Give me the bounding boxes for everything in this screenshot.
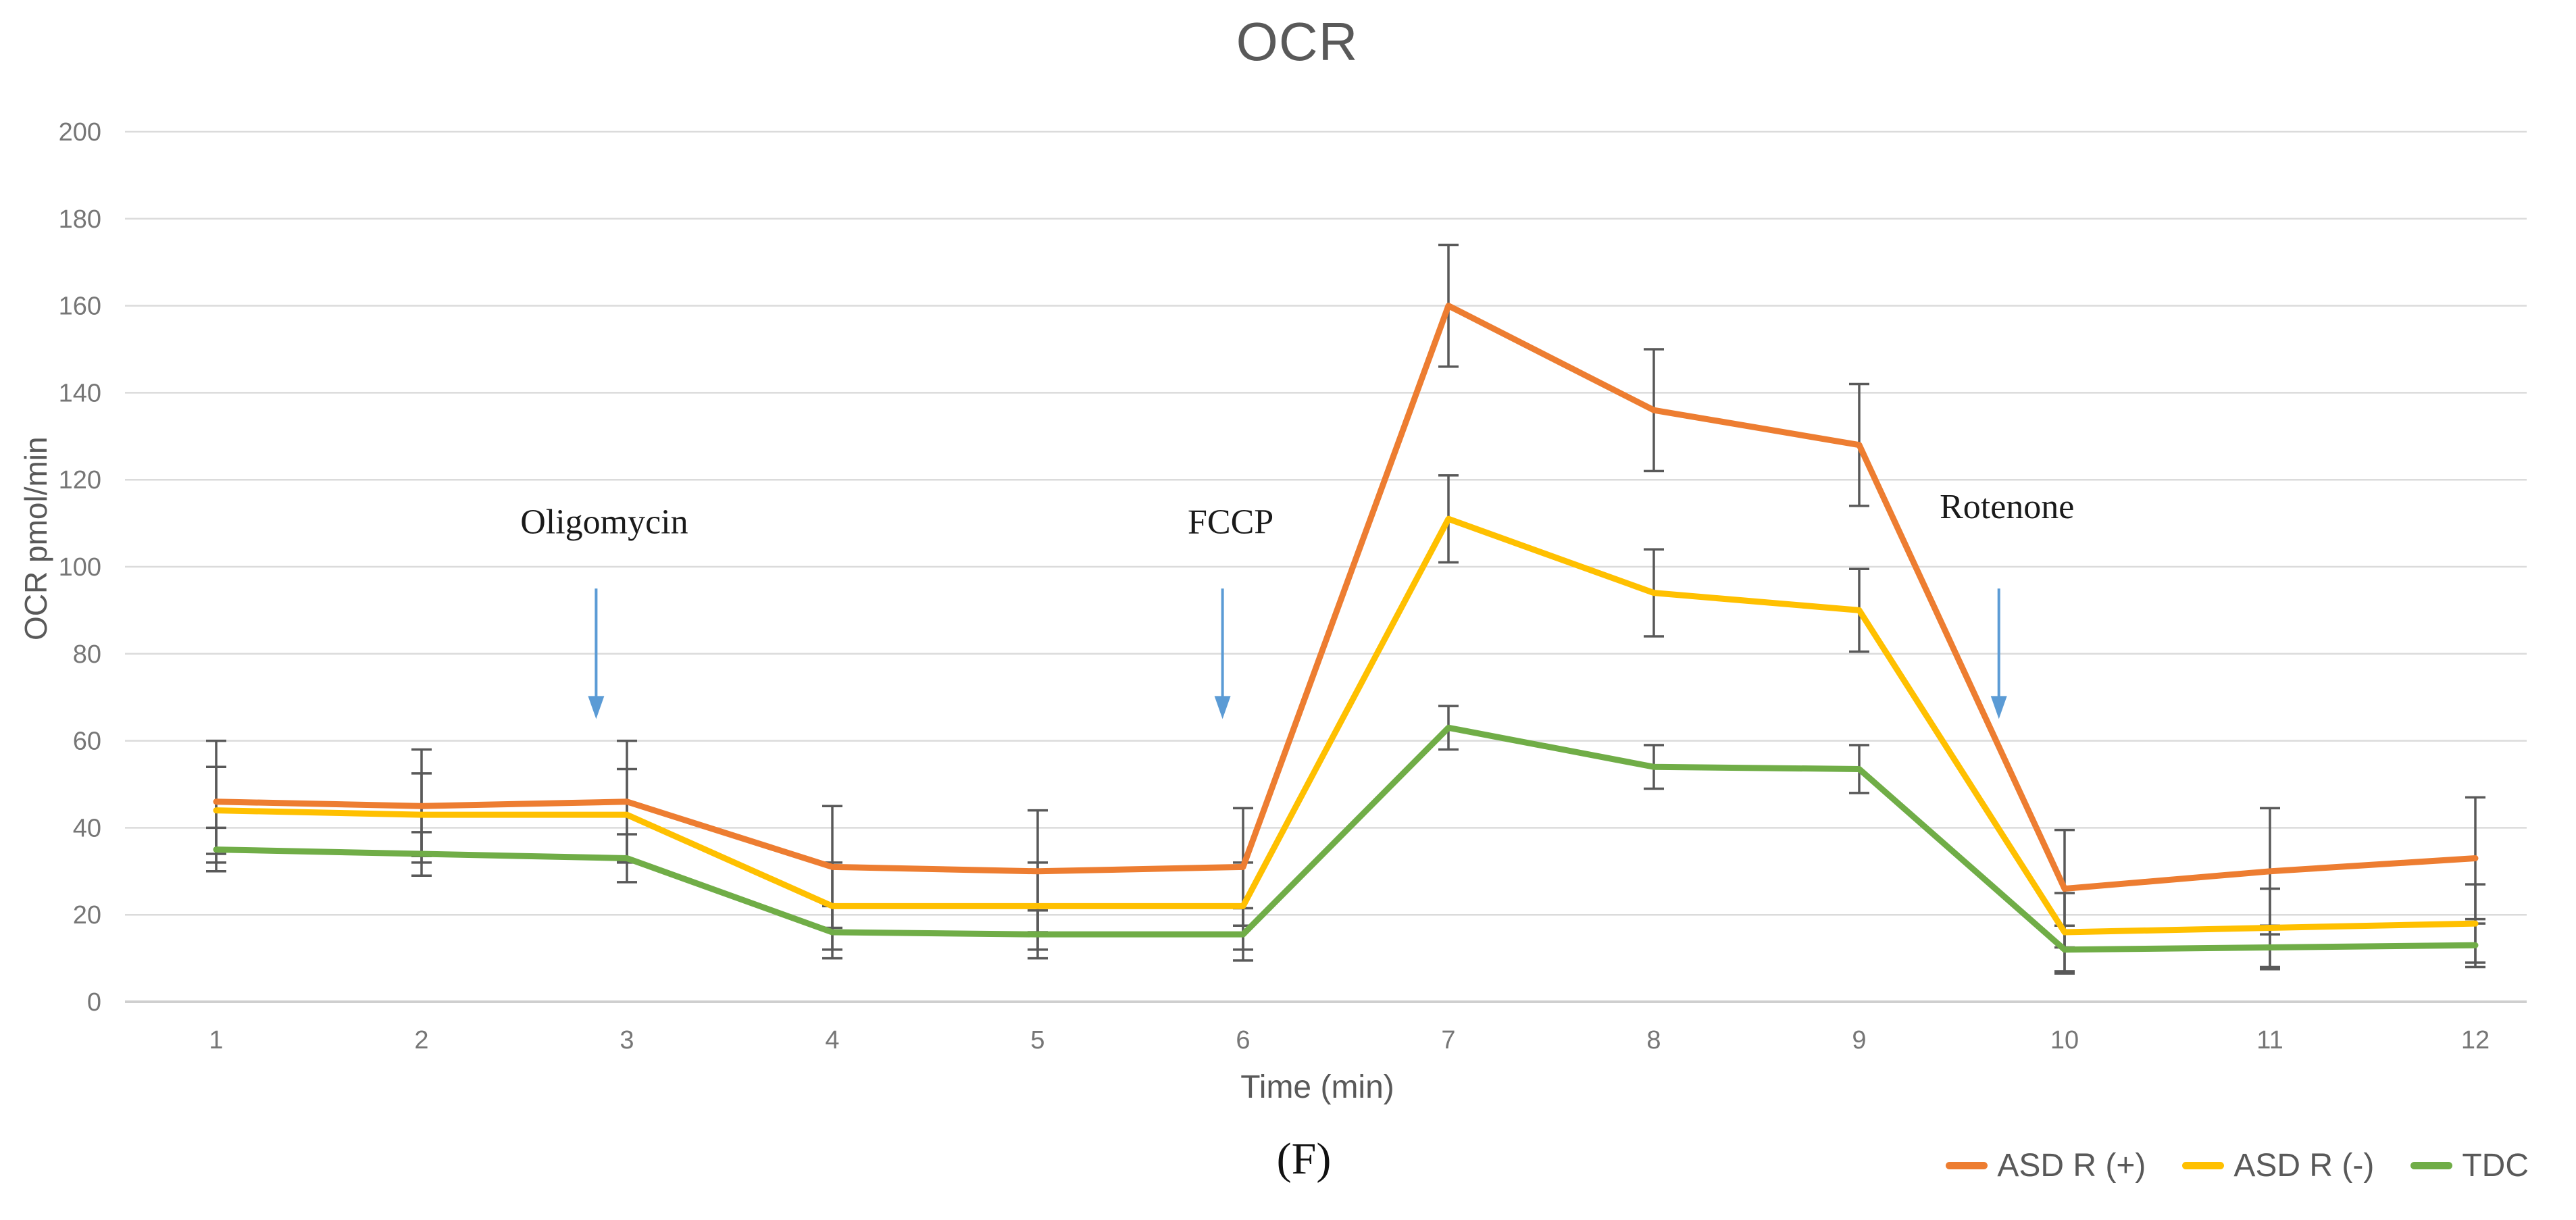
y-tick-label: 140: [59, 379, 101, 407]
y-tick-label: 180: [59, 205, 101, 234]
y-tick-label: 0: [87, 988, 101, 1017]
y-tick-label: 80: [73, 640, 101, 669]
series-line-tdc: [213, 724, 2479, 953]
x-tick-label: 7: [1441, 1026, 1455, 1054]
x-axis-title: Time (min): [1240, 1069, 1394, 1105]
series-line-asd-r: [213, 515, 2479, 936]
y-tick-label: 200: [59, 118, 101, 147]
series-line-asd-r: [213, 303, 2479, 892]
injection-arrow-head-icon: [1990, 696, 2007, 719]
legend: ASD R (+) ASD R (-) TDC: [1946, 1147, 2529, 1184]
x-tick-label: 8: [1646, 1026, 1661, 1054]
annotation-label: Oligomycin: [520, 503, 688, 541]
x-tick-label: 12: [2461, 1026, 2490, 1054]
legend-label: ASD R (+): [1997, 1148, 2146, 1184]
x-tick-label: 1: [209, 1026, 223, 1054]
legend-label: ASD R (-): [2233, 1148, 2375, 1184]
legend-swatch-icon: [1946, 1162, 1988, 1169]
x-tick-label: 2: [414, 1026, 428, 1054]
y-tick-label: 20: [73, 901, 101, 930]
x-tick-label: 3: [620, 1026, 634, 1054]
figure-caption: (F): [1276, 1134, 1332, 1184]
legend-swatch-icon: [2410, 1162, 2453, 1169]
y-tick-label: 100: [59, 553, 101, 582]
y-tick-label: 60: [73, 728, 101, 756]
y-tick-label: 120: [59, 466, 101, 494]
chart-title: OCR: [1236, 11, 1359, 72]
legend-item-tdc[interactable]: TDC: [2410, 1147, 2529, 1184]
annotation-label: Rotenone: [1940, 488, 2074, 526]
injection-arrow-head-icon: [1214, 696, 1231, 719]
y-tick-label: 160: [59, 293, 101, 321]
legend-item-asd-r[interactable]: ASD R (-): [2182, 1147, 2374, 1184]
x-tick-label: 9: [1852, 1026, 1866, 1054]
x-tick-label: 6: [1236, 1026, 1250, 1054]
legend-item-asd-r[interactable]: ASD R (+): [1946, 1147, 2146, 1184]
legend-swatch-icon: [2182, 1162, 2225, 1169]
x-tick-label: 10: [2050, 1026, 2079, 1054]
y-tick-label: 40: [73, 814, 101, 842]
injection-arrow-head-icon: [588, 696, 605, 719]
x-tick-label: 5: [1030, 1026, 1044, 1054]
x-tick-label: 4: [825, 1026, 839, 1054]
x-tick-label: 11: [2256, 1026, 2283, 1054]
legend-label: TDC: [2462, 1148, 2529, 1184]
annotation-label: FCCP: [1188, 503, 1273, 541]
